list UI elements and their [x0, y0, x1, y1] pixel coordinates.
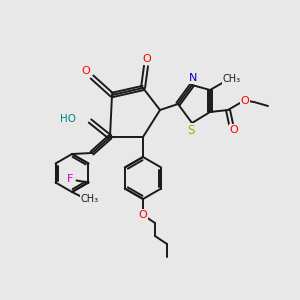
- Text: CH₃: CH₃: [223, 74, 241, 84]
- Text: F: F: [67, 173, 74, 184]
- Text: N: N: [189, 73, 197, 83]
- Text: O: O: [241, 96, 249, 106]
- Text: O: O: [142, 54, 152, 64]
- Text: O: O: [82, 66, 90, 76]
- Text: HO: HO: [60, 114, 76, 124]
- Text: O: O: [139, 210, 147, 220]
- Text: CH₃: CH₃: [81, 194, 99, 204]
- Text: O: O: [230, 125, 238, 135]
- Text: S: S: [187, 124, 195, 136]
